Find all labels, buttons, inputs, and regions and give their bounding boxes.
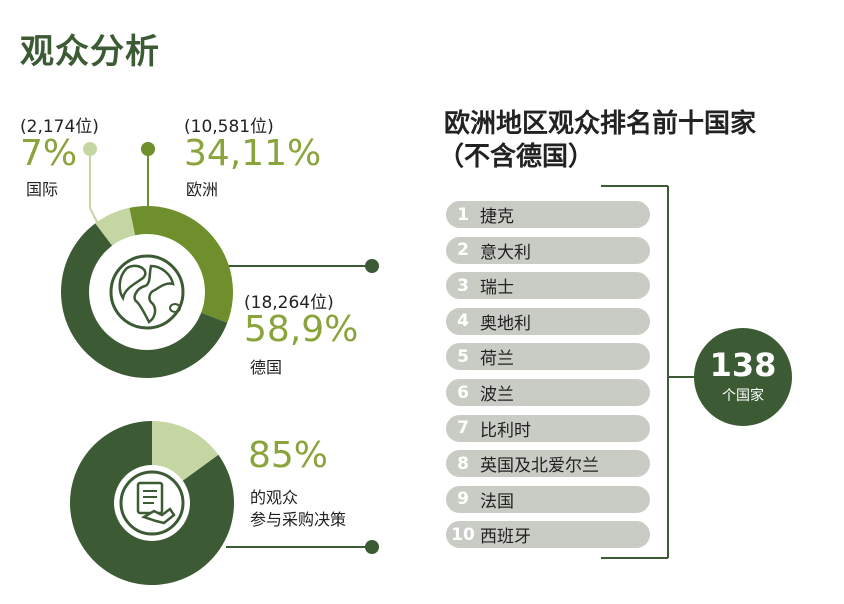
connector-lines [83,142,379,554]
donut1-hole [89,234,205,350]
ranking-title-line2: （不含德国） [438,142,595,172]
ranking-item: 1 捷克 [446,201,650,228]
ranking-item-name: 法国 [480,491,514,512]
germany-count: (18,264位) [244,293,334,313]
ranking-item-name: 荷兰 [480,349,514,370]
ranking-item-number: 8 [457,453,469,474]
ranking-item: 3 瑞士 [446,272,650,300]
international-marker-dot [83,142,97,156]
ranking-item-number: 6 [457,382,469,403]
decision-marker-dot [365,540,379,554]
ranking-item: 9 法国 [446,485,650,513]
ranking-item-number: 4 [457,311,469,332]
international-label: 国际 [26,180,59,199]
decision-label-line2: 参与采购决策 [250,510,347,529]
ranking-item-name: 英国及北爱尔兰 [480,456,599,477]
ranking-item-name: 捷克 [480,207,514,227]
ranking-bracket [601,185,696,559]
ranking-item-name: 波兰 [480,385,514,405]
ranking-item-number: 5 [457,346,469,367]
germany-percent: 58,9% [244,309,359,350]
international-percent: 7% [20,133,78,174]
ranking-item-number: 7 [457,418,469,439]
europe-count: (10,581位) [184,117,274,137]
ranking-item: 8 英国及北爱尔兰 [446,450,650,478]
ranking-item: 7 比利时 [446,414,650,442]
decision-label-line1: 的观众 [250,488,299,507]
ranking-title-line1: 欧洲地区观众排名前十国家 [444,109,757,139]
ranking-item-name: 西班牙 [480,527,531,548]
contract-handshake-icon [119,470,185,536]
ranking-title: 欧洲地区观众排名前十国家 （不含德国） [438,108,757,174]
country-count-number: 138 [709,346,777,384]
page-title: 观众分析 [20,32,160,72]
international-count: (2,174位) [20,117,99,137]
europe-percent: 34,11% [184,133,322,174]
decision-percent: 85% [248,435,329,476]
ranking-item-number: 10 [451,524,475,545]
europe-marker-dot [141,142,155,156]
germany-label: 德国 [250,358,283,377]
ranking-item-number: 1 [457,204,469,225]
ranking-item-name: 意大利 [480,242,531,263]
ranking-item-name: 比利时 [480,420,531,441]
ranking-item: 10 西班牙 [446,521,650,549]
globe-icon [109,254,185,330]
country-count-label: 个国家 [722,388,764,404]
ranking-item-number: 2 [457,240,469,261]
ranking-item-name: 瑞士 [480,278,514,299]
ranking-item: 4 奥地利 [446,307,650,335]
ranking-item: 2 意大利 [446,236,650,264]
country-count-badge: 138 个国家 [694,328,792,426]
germany-marker-dot [365,259,379,273]
ranking-item-number: 3 [457,275,469,296]
ranking-item-name: 奥地利 [480,313,531,334]
ranking-item: 6 波兰 [446,379,650,406]
europe-label: 欧洲 [186,180,219,199]
ranking-item-number: 9 [457,489,469,510]
ranking-item: 5 荷兰 [446,343,650,371]
